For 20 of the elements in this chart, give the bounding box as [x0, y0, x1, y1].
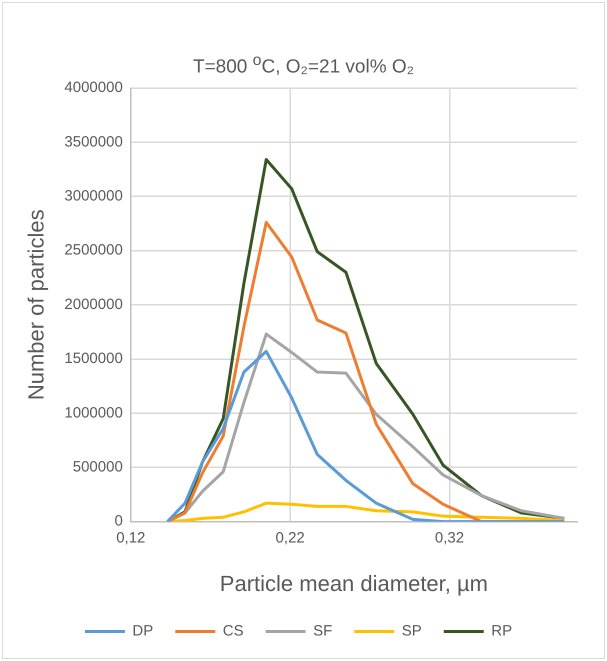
legend-label: RP	[491, 622, 512, 640]
y-tick-label: 2500000	[64, 242, 123, 259]
legend-label: SP	[402, 622, 422, 640]
y-tick-label: 2000000	[64, 296, 123, 313]
x-axis-title: Particle mean diameter, µm	[220, 570, 488, 596]
y-tick-label: 1000000	[64, 404, 123, 422]
y-tick-label: 3000000	[64, 188, 123, 205]
legend-label: DP	[132, 622, 154, 640]
legend-label: CS	[222, 622, 244, 640]
chart-title: T=800 $^{o}$C, O₂=21 vol% O₂	[192, 52, 416, 78]
y-tick-label: 4000000	[64, 79, 123, 96]
y-tick-label: 1500000	[64, 350, 123, 368]
y-tick-label: 500000	[72, 458, 123, 476]
y-tick-label: 3500000	[64, 133, 123, 150]
x-tick-label: 0,32	[434, 530, 464, 547]
legend-label: SF	[313, 622, 332, 640]
y-tick-label: 0	[114, 512, 123, 530]
x-tick-label: 0,22	[276, 530, 305, 547]
x-tick-label: 0,12	[116, 530, 146, 547]
y-axis-title: Number of particles	[23, 209, 48, 400]
